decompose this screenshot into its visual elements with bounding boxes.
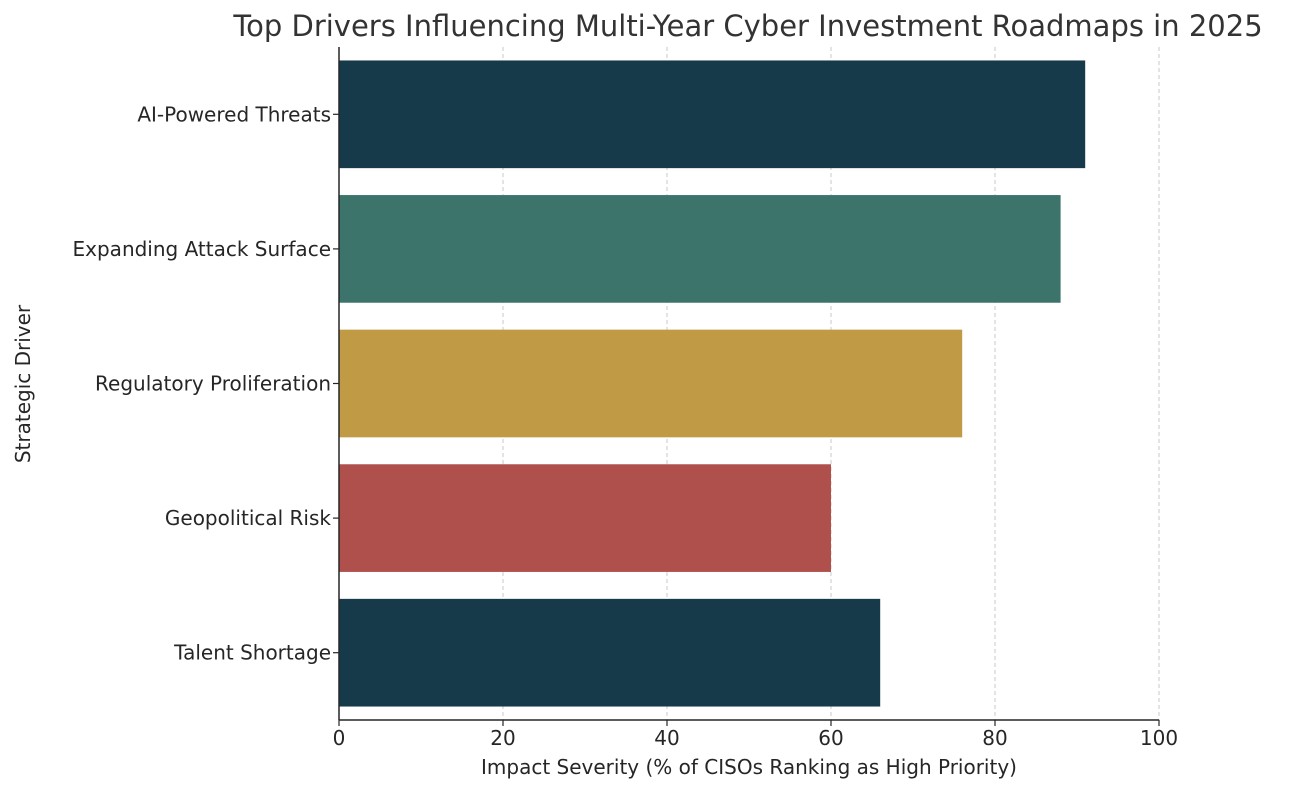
bar-1: [339, 195, 1061, 303]
chart-title: Top Drivers Influencing Multi-Year Cyber…: [232, 9, 1262, 43]
x-tick-label-5: 100: [1140, 726, 1178, 750]
x-tick-label-4: 80: [982, 726, 1007, 750]
x-tick-label-3: 60: [818, 726, 843, 750]
x-tick-label-1: 20: [490, 726, 515, 750]
bar-2: [339, 329, 963, 438]
x-axis-label: Impact Severity (% of CISOs Ranking as H…: [481, 755, 1017, 779]
bar-3: [339, 464, 831, 572]
bar-0: [339, 60, 1086, 169]
y-tick-label-2: Regulatory Proliferation: [95, 372, 331, 396]
y-tick-label-3: Geopolitical Risk: [165, 506, 332, 530]
y-tick-label-0: AI-Powered Threats: [137, 102, 331, 126]
bar-layer: [339, 60, 1086, 707]
y-tick-label-4: Talent Shortage: [173, 641, 331, 665]
x-tick-label-2: 40: [654, 726, 679, 750]
y-tick-label-1: Expanding Attack Surface: [73, 237, 331, 261]
bar-4: [339, 598, 881, 707]
x-tick-label-0: 0: [333, 726, 346, 750]
y-axis-label: Strategic Driver: [11, 304, 35, 463]
axis-layer: AI-Powered Threats Expanding Attack Surfa…: [73, 47, 1178, 750]
